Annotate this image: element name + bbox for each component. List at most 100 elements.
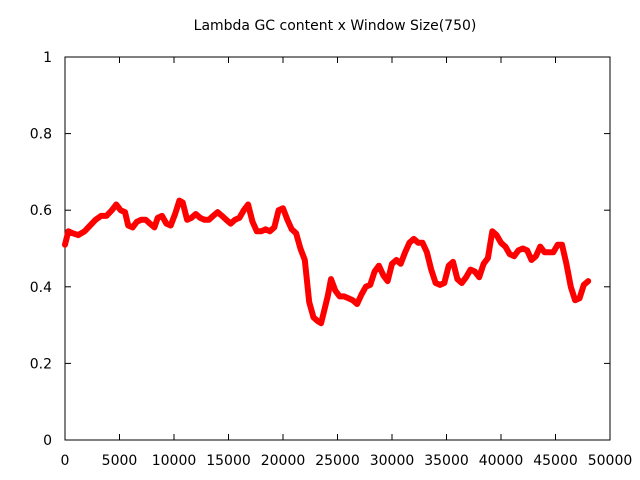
series-point [489,228,495,234]
series-point [559,242,565,248]
y-tick-label: 0.8 [30,127,52,143]
series-point [424,249,430,255]
series-point [109,207,115,213]
x-tick-label: 45000 [533,453,578,469]
series-point [236,215,242,221]
series-point [293,230,299,236]
y-tick-label: 0.6 [30,203,52,219]
series-point [318,320,324,326]
chart-title: Lambda GC content x Window Size(750) [193,18,477,34]
series-point [376,263,382,269]
series-point [113,202,119,207]
y-tick-label: 0 [43,433,52,449]
series-point [555,242,561,248]
series-point [385,278,391,284]
series-point [515,247,521,253]
series-point [159,213,165,219]
series-point [524,247,530,253]
series-point [328,276,334,282]
series-point [172,211,178,217]
series-point [585,278,591,284]
series-point [341,293,347,299]
series-point [241,207,247,213]
series-point [494,232,500,238]
series-point [485,255,491,261]
y-tick-label: 0.4 [30,280,52,296]
series-point [263,226,269,232]
series-point [62,242,68,248]
series-point [459,280,465,286]
series-point [363,284,369,290]
series-point [258,228,264,234]
series-point [311,314,316,320]
y-tick-label: 0.2 [30,356,52,372]
series-point [581,282,587,288]
x-axis-ticks: 0 5000 10000 15000 20000 25000 30000 35000 40000… [61,57,633,469]
series-point [206,217,212,223]
series-point [297,246,303,251]
series-point [93,217,98,223]
y-axis-ticks: 0 0.2 0.4 0.6 0.8 1 [30,50,610,449]
series-point [372,269,378,274]
x-tick-label: 50000 [588,453,633,469]
x-tick-label: 0 [61,453,70,469]
x-tick-label: 40000 [479,453,524,469]
series-point [398,261,404,267]
series-point [546,249,552,255]
series-point [130,224,136,230]
series-point [380,272,386,278]
x-tick-label: 5000 [102,453,138,469]
series-point [103,213,109,219]
series-point [180,200,186,205]
series-point [367,282,373,288]
series-point [542,249,548,255]
series-point [325,293,331,299]
y-tick-label: 1 [43,50,52,66]
series-layer [62,197,592,327]
series-point [468,267,473,273]
series-point [472,269,478,274]
series-point [529,257,534,263]
x-tick-label: 30000 [370,453,415,469]
series-point [481,261,487,267]
series-point [250,219,255,225]
series-point [463,274,469,280]
x-tick-label: 20000 [261,453,306,469]
x-tick-label: 15000 [206,453,251,469]
series-point [354,301,360,307]
series-point [450,259,456,265]
series-point [437,282,443,288]
series-point [446,263,452,269]
series-point [155,215,161,221]
series-point [184,217,190,223]
series-point [577,295,582,301]
series-point [572,297,578,303]
series-point [188,215,194,221]
series-point [245,202,251,207]
series-point [134,219,140,225]
series-point [568,284,574,290]
series-point [197,215,203,221]
series-point [98,213,104,219]
series-point [498,240,504,246]
series-point [138,217,144,223]
series-point [332,288,338,294]
series-point [254,228,260,234]
series-point [415,240,421,246]
series-point [87,223,93,228]
series-point [202,217,207,223]
series-point [337,293,343,299]
series-point [147,221,153,227]
series-point [411,236,417,242]
series-point [151,224,157,230]
series-point [420,240,425,246]
series-point [389,261,395,267]
series-point [163,221,169,227]
series-point [302,257,308,263]
series-point [125,223,131,228]
series-point [359,292,364,297]
series-point [563,261,569,267]
series-point [75,232,81,238]
series-point [306,299,312,305]
